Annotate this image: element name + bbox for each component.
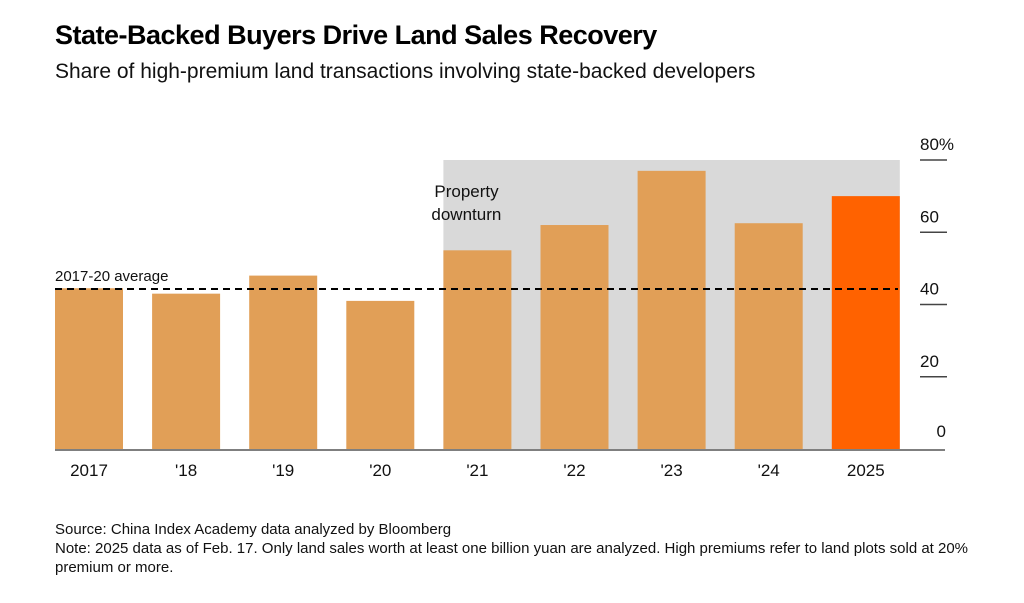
- x-tick-label: 2025: [847, 461, 885, 480]
- x-tick-label: '20: [369, 461, 391, 480]
- y-tick-label: 60: [920, 207, 939, 226]
- bar-18: [152, 293, 221, 449]
- methodology-note: Note: 2025 data as of Feb. 17. Only land…: [55, 540, 969, 576]
- x-tick-label: '21: [466, 461, 488, 480]
- bar-2025: [831, 196, 900, 449]
- chart-subtitle: Share of high-premium land transactions …: [55, 60, 756, 83]
- bar-19: [249, 275, 318, 449]
- bar-20: [346, 300, 415, 449]
- bar-24: [734, 223, 803, 449]
- y-tick-label: 0: [937, 422, 946, 441]
- y-tick-label: 40: [920, 280, 939, 299]
- chart-title: State-Backed Buyers Drive Land Sales Rec…: [55, 20, 657, 50]
- chart-footer: Source: China Index Academy data analyze…: [55, 520, 985, 577]
- y-tick-label: 80%: [920, 135, 954, 154]
- x-tick-label: 2017: [70, 461, 108, 480]
- x-tick-label: '23: [661, 461, 683, 480]
- x-tick-label: '22: [563, 461, 585, 480]
- shaded-region-label: Property downturn: [431, 182, 501, 224]
- y-tick-label: 20: [920, 352, 939, 371]
- reference-line-label: 2017-20 average: [55, 268, 168, 285]
- x-tick-label: '19: [272, 461, 294, 480]
- bar-21: [443, 250, 512, 449]
- source-note: Source: China Index Academy data analyze…: [55, 521, 452, 538]
- x-tick-label: '18: [175, 461, 197, 480]
- x-tick-label: '24: [758, 461, 780, 480]
- bar-23: [637, 170, 706, 449]
- bar-22: [540, 225, 609, 449]
- bar-2017: [55, 288, 123, 449]
